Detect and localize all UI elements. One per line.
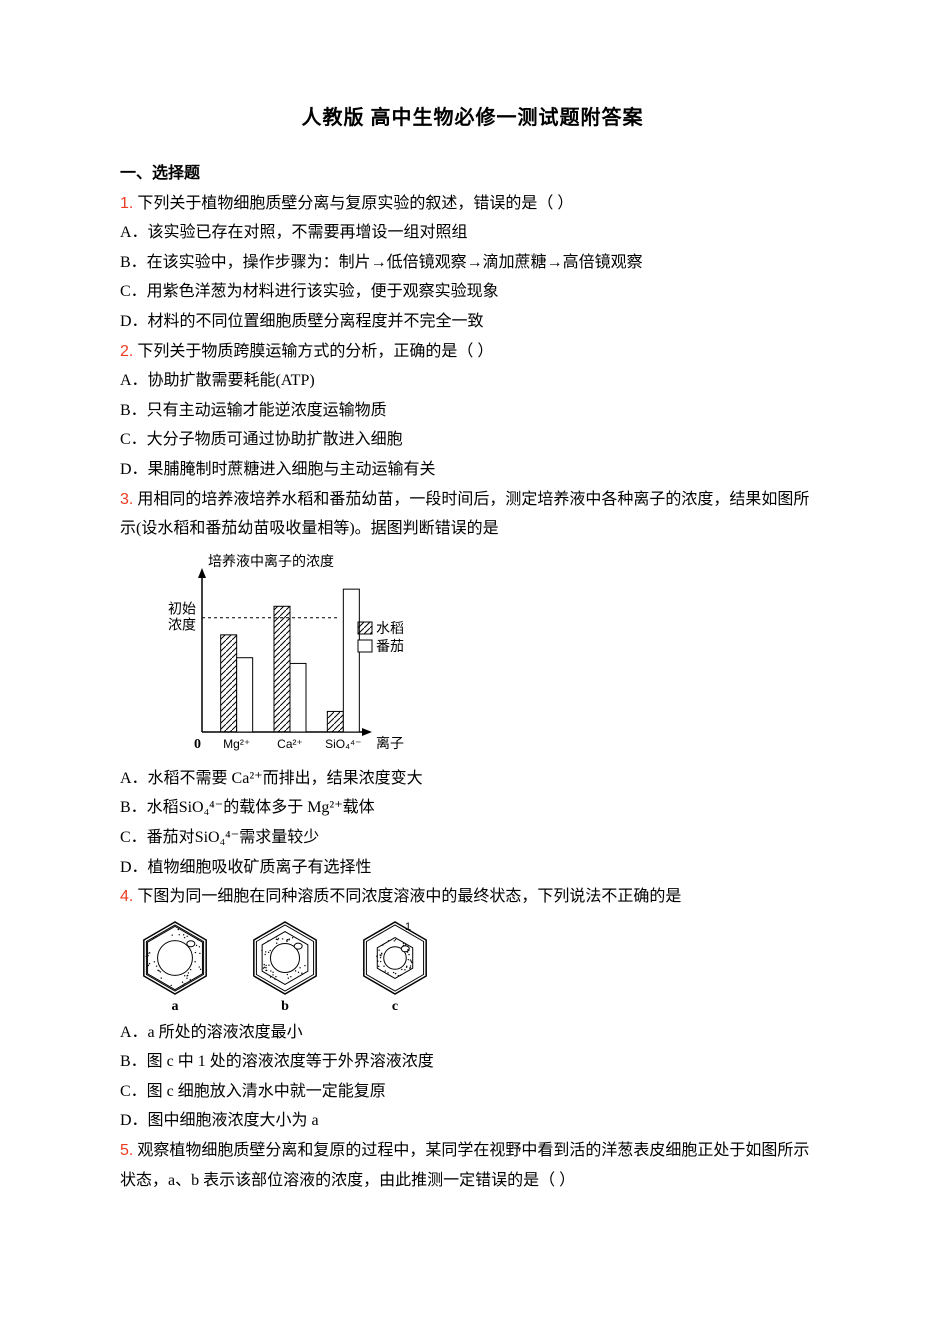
cell-state-diagrams: a b c 1 <box>120 916 450 1016</box>
svg-text:1: 1 <box>405 921 411 933</box>
qtext-5: 观察植物细胞质壁分离和复原的过程中，某同学在视野中看到活的洋葱表皮细胞正处于如图… <box>120 1142 809 1189</box>
svg-text:番茄: 番茄 <box>376 638 404 655</box>
ion-concentration-chart: 培养液中离子的浓度初始浓度 0 Mg²⁺ Ca²⁺ SiO₄⁴⁻ 离子 水稻番茄 <box>154 550 434 760</box>
section-heading: 一、选择题 <box>120 159 825 189</box>
svg-text:Ca²⁺: Ca²⁺ <box>277 737 303 751</box>
page: 人教版 高中生物必修一测试题附答案 一、选择题 1. 下列关于植物细胞质壁分离与… <box>0 0 945 1337</box>
qtext-1: 下列关于植物细胞质壁分离与复原实验的叙述，错误的是（ ） <box>133 195 573 212</box>
qnum-1: 1. <box>120 195 133 212</box>
q4-option-D: D．图中细胞液浓度大小为 a <box>120 1106 825 1136</box>
q2-option-A: A．协助扩散需要耗能(ATP) <box>120 366 825 396</box>
doc-title: 人教版 高中生物必修一测试题附答案 <box>120 100 825 137</box>
question-3: 3. 用相同的培养液培养水稻和番茄幼苗，一段时间后，测定培养液中各种离子的浓度，… <box>120 485 825 544</box>
q1-option-B: B．在该实验中，操作步骤为：制片→低倍镜观察→滴加蔗糖→高倍镜观察 <box>120 248 825 278</box>
svg-text:c: c <box>392 999 398 1014</box>
q2-option-D: D．果脯腌制时蔗糖进入细胞与主动运输有关 <box>120 455 825 485</box>
svg-text:浓度: 浓度 <box>168 617 196 633</box>
q3-B-post: 的载体多于 Mg²⁺载体 <box>223 799 374 816</box>
svg-text:离子: 离子 <box>376 735 404 752</box>
q1-option-D: D．材料的不同位置细胞质壁分离程度并不完全一致 <box>120 307 825 337</box>
qnum-2: 2. <box>120 343 133 360</box>
svg-text:Mg²⁺: Mg²⁺ <box>223 737 250 751</box>
q3-C-formula: SiO₄⁴⁻ <box>195 829 240 846</box>
question-4: 4. 下图为同一细胞在同种溶质不同浓度溶液中的最终状态，下列说法不正确的是 <box>120 882 825 912</box>
q1-option-A: A．该实验已存在对照，不需要再增设一组对照组 <box>120 218 825 248</box>
q4-option-C: C．图 c 细胞放入清水中就一定能复原 <box>120 1077 825 1107</box>
q1-option-C: C．用紫色洋葱为材料进行该实验，便于观察实验现象 <box>120 277 825 307</box>
svg-text:SiO₄⁴⁻: SiO₄⁴⁻ <box>325 737 361 751</box>
qtext-3: 用相同的培养液培养水稻和番茄幼苗，一段时间后，测定培养液中各种离子的浓度，结果如… <box>120 491 809 538</box>
svg-text:b: b <box>281 999 289 1014</box>
q4-option-B: B．图 c 中 1 处的溶液浓度等于外界溶液浓度 <box>120 1047 825 1077</box>
q3-option-A: A．水稻不需要 Ca²⁺而排出，结果浓度变大 <box>120 764 825 794</box>
q2-option-C: C．大分子物质可通过协助扩散进入细胞 <box>120 425 825 455</box>
svg-text:a: a <box>172 999 179 1014</box>
qnum-5: 5. <box>120 1142 133 1159</box>
svg-text:0: 0 <box>194 737 201 752</box>
q3-option-B: B．水稻SiO₄⁴⁻的载体多于 Mg²⁺载体 <box>120 793 825 823</box>
svg-text:培养液中离子的浓度: 培养液中离子的浓度 <box>208 553 334 570</box>
svg-text:水稻: 水稻 <box>376 621 404 637</box>
q3-option-C: C．番茄对SiO₄⁴⁻需求量较少 <box>120 823 825 853</box>
q2-option-B: B．只有主动运输才能逆浓度运输物质 <box>120 396 825 426</box>
qtext-2: 下列关于物质跨膜运输方式的分析，正确的是（ ） <box>133 343 493 360</box>
question-5: 5. 观察植物细胞质壁分离和复原的过程中，某同学在视野中看到活的洋葱表皮细胞正处… <box>120 1136 825 1195</box>
question-1: 1. 下列关于植物细胞质壁分离与复原实验的叙述，错误的是（ ） <box>120 189 825 219</box>
svg-text:初始: 初始 <box>168 600 196 617</box>
q3-C-post: 需求量较少 <box>239 829 319 846</box>
q3-B-formula: SiO₄⁴⁻ <box>179 799 224 816</box>
qnum-3: 3. <box>120 491 133 508</box>
question-2: 2. 下列关于物质跨膜运输方式的分析，正确的是（ ） <box>120 337 825 367</box>
qtext-4: 下图为同一细胞在同种溶质不同浓度溶液中的最终状态，下列说法不正确的是 <box>133 888 681 905</box>
q4-option-A: A．a 所处的溶液浓度最小 <box>120 1018 825 1048</box>
q3-B-pre: B．水稻 <box>120 799 179 816</box>
q3-C-pre: C．番茄对 <box>120 829 195 846</box>
q3-option-D: D．植物细胞吸收矿质离子有选择性 <box>120 853 825 883</box>
qnum-4: 4. <box>120 888 133 905</box>
